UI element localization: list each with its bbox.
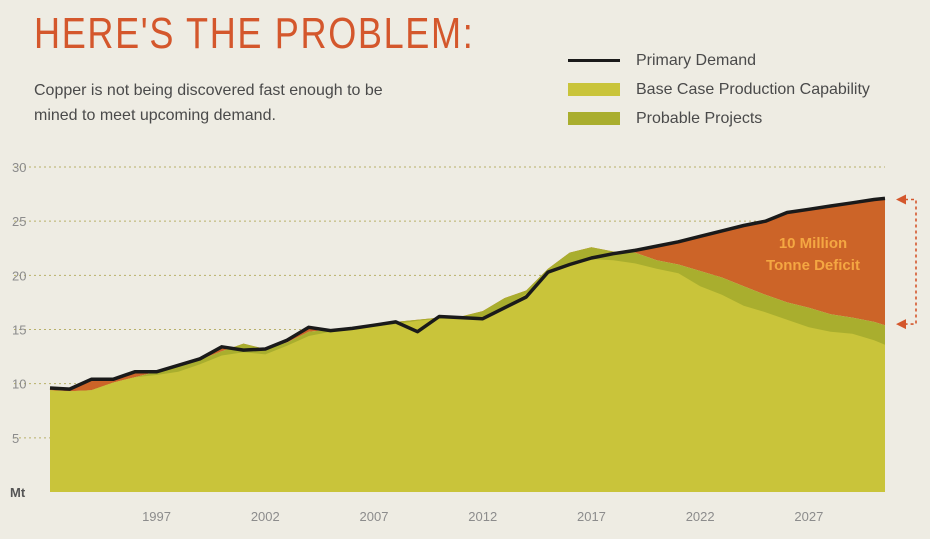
legend-label-primary-demand: Primary Demand: [636, 51, 757, 69]
deficit-bracket: [905, 198, 917, 325]
legend-item-probable-projects: Probable Projects: [568, 104, 870, 133]
deficit-label: 10 Million: [779, 235, 847, 252]
x-tick-label: 2027: [794, 509, 823, 524]
x-tick-label: 1997: [142, 509, 171, 524]
legend-label-base-case: Base Case Production Capability: [636, 80, 870, 98]
line-primary-demand: [49, 196, 886, 391]
y-tick-label: 5: [12, 431, 19, 446]
y-tick-label: 25: [12, 214, 26, 229]
x-tick-label: 2022: [686, 509, 715, 524]
legend-label-probable-projects: Probable Projects: [636, 109, 763, 127]
legend-swatch-primary-demand: [568, 59, 620, 62]
y-axis-unit-label: Mt: [10, 485, 26, 500]
chart-line: [49, 196, 886, 391]
legend-item-primary-demand: Primary Demand: [568, 46, 870, 75]
deficit-area: [50, 198, 885, 392]
x-tick-label: 2007: [360, 509, 389, 524]
deficit-label: Tonne Deficit: [766, 257, 860, 274]
legend-item-base-case: Base Case Production Capability: [568, 75, 870, 104]
y-tick-label: 30: [12, 160, 26, 175]
chart-legend: Primary Demand Base Case Production Capa…: [568, 46, 870, 133]
page-subtitle: Copper is not being discovered fast enou…: [34, 82, 383, 124]
legend-swatch-base-case: [568, 83, 620, 96]
page-title: HERE'S THE PROBLEM:: [34, 9, 475, 58]
legend-swatch-probable-projects: [568, 112, 620, 125]
y-tick-label: 15: [12, 323, 26, 338]
y-tick-label: 10: [12, 377, 26, 392]
deficit-arrow-top: [896, 194, 906, 205]
chart-axes: 5 10 15 20 25 30 Mt 1997 2002 2007 2012 2017 2022 202…: [10, 160, 823, 524]
x-tick-label: 2002: [251, 509, 280, 524]
chart-areas: [50, 198, 885, 492]
y-tick-label: 20: [12, 268, 26, 283]
x-tick-label: 2017: [577, 509, 606, 524]
deficit-arrow-bottom: [896, 319, 906, 330]
x-tick-label: 2012: [468, 509, 497, 524]
area-base-case: [50, 259, 885, 492]
chart-annotation: 10 Million Tonne Deficit: [766, 194, 917, 330]
